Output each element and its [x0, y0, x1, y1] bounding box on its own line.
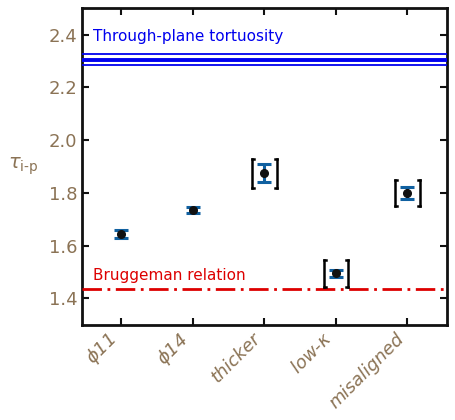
Text: Through-plane tortuosity: Through-plane tortuosity: [93, 29, 283, 44]
Text: Bruggeman relation: Bruggeman relation: [93, 268, 246, 283]
Y-axis label: $\tau_{\rm i\text{-}p}$: $\tau_{\rm i\text{-}p}$: [8, 156, 39, 177]
